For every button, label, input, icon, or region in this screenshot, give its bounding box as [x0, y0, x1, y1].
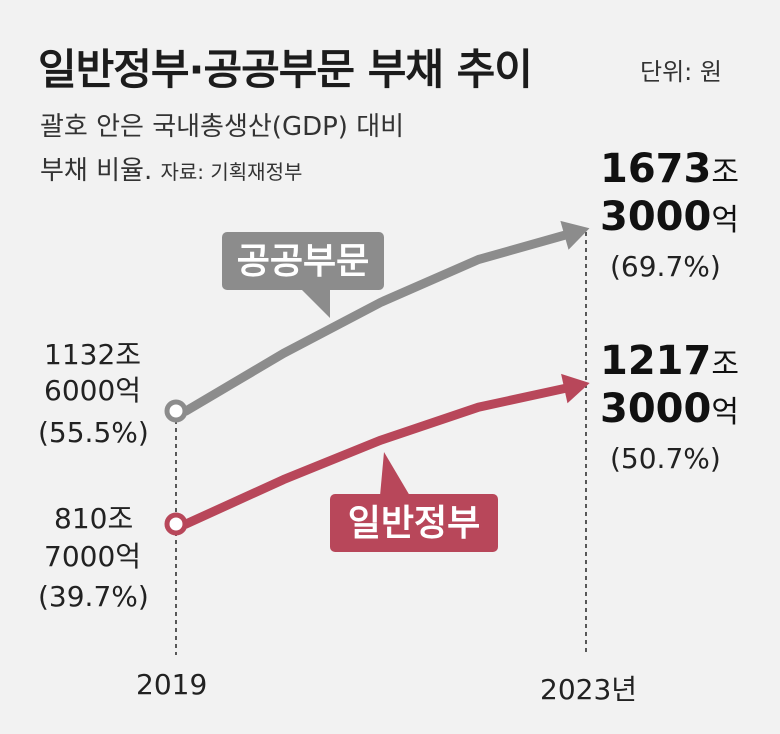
x-tick-2023: 2023년 [540, 673, 638, 706]
x-tick-2019: 2019 [136, 668, 208, 701]
subtitle-line1: 괄호 안은 국내총생산(GDP) 대비 [40, 112, 405, 142]
general-2023-amount-line1: 1217조 [600, 338, 739, 388]
public-callout-tail [300, 288, 330, 318]
public-arrow-head [560, 220, 590, 250]
public-callout-box [222, 232, 384, 290]
general-2023-amount-main1: 1217 [600, 338, 712, 384]
public-2023-amount-main2: 3000 [600, 194, 712, 240]
general-2019-point [164, 512, 188, 536]
general-2019-amount-line1: 810조 [54, 502, 134, 535]
source-label: 자료: 기획재정부 [160, 160, 303, 184]
public-2019-amount-line1: 1132조 [44, 338, 142, 371]
chart-title: 일반정부·공공부문 부채 추이 [38, 45, 533, 94]
general-arrow-head [561, 373, 590, 404]
public-2019-ratio: (55.5%) [38, 416, 149, 449]
general-2023-amount-suffix1: 조 [711, 347, 739, 382]
public-2019-point [164, 399, 188, 423]
public-2023-amount-line1: 1673조 [600, 146, 739, 196]
public-2023-amount-line2: 3000억 [600, 194, 739, 244]
unit-label: 단위: 원 [640, 58, 722, 86]
general-series-label: 일반정부 [348, 503, 480, 544]
public-2023-amount-suffix2: 억 [711, 203, 739, 238]
public-2019-amount-line2: 6000억 [44, 374, 142, 407]
general-2023-ratio: (50.7%) [610, 442, 721, 475]
public-2023-amount-main1: 1673 [600, 146, 712, 192]
general-2023-amount-suffix2: 억 [711, 395, 739, 430]
subtitle-line2: 부채 비율. 자료: 기획재정부 [40, 150, 302, 187]
general-callout-box [330, 494, 498, 552]
public-2023-amount-suffix1: 조 [711, 155, 739, 190]
general-callout-tail [380, 452, 410, 496]
public-series-line [181, 227, 581, 416]
general-2023-amount-main2: 3000 [600, 386, 712, 432]
general-2023-amount-line2: 3000억 [600, 386, 739, 436]
subtitle-line2-text: 부채 비율. [40, 156, 153, 186]
public-2023-ratio: (69.7%) [610, 250, 721, 283]
general-series-line [181, 381, 581, 529]
general-2019-amount-line2: 7000억 [44, 540, 142, 573]
public-series-label: 공공부문 [237, 241, 369, 282]
general-2019-ratio: (39.7%) [38, 580, 149, 613]
